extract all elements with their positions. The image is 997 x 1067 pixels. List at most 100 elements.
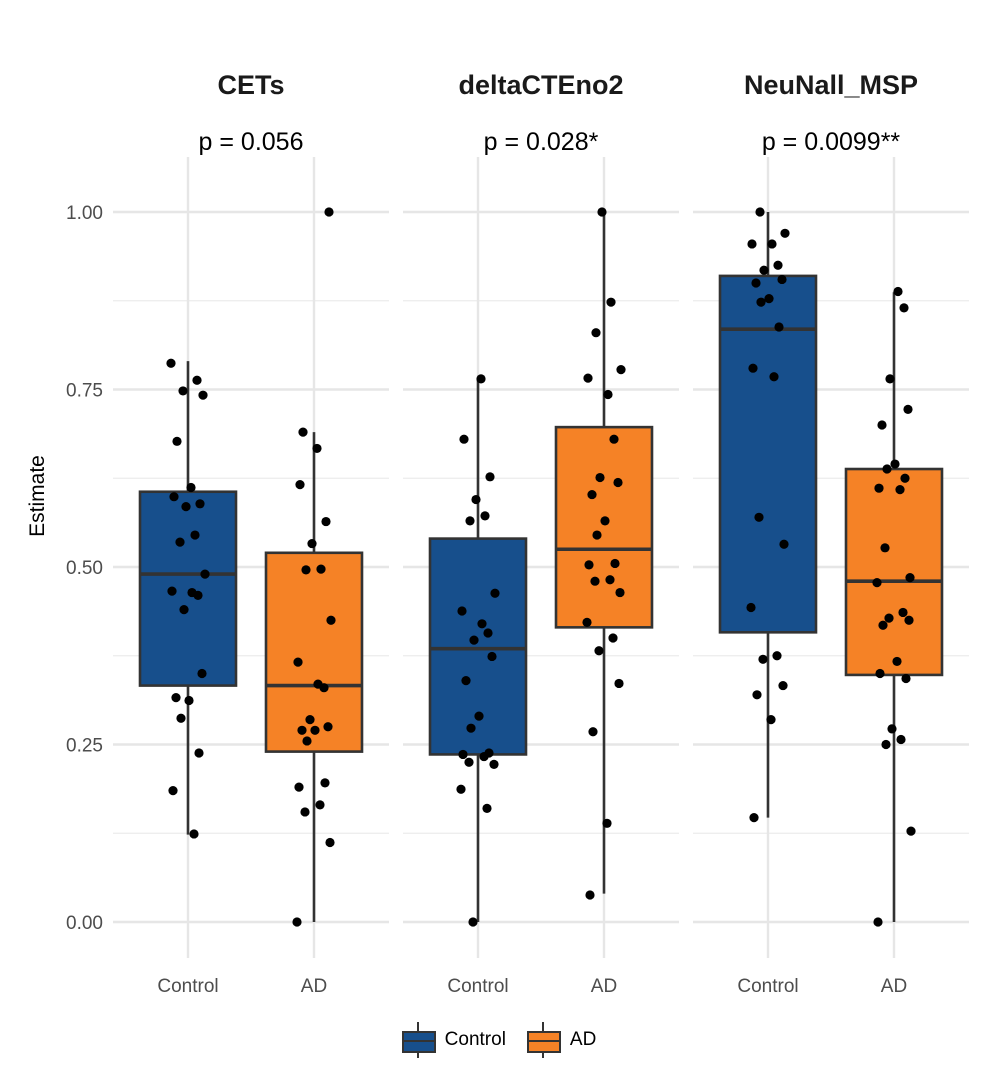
data-point xyxy=(759,265,769,275)
panel-deltacteno2: deltaCTEno2 p = 0.028* Control AD xyxy=(403,70,679,997)
data-point xyxy=(302,736,312,746)
data-point xyxy=(295,480,305,490)
data-point xyxy=(465,516,475,526)
data-point xyxy=(872,578,882,588)
data-point xyxy=(186,482,196,493)
data-point xyxy=(591,328,601,338)
legend-key-control xyxy=(401,1022,436,1058)
data-point xyxy=(882,464,892,474)
data-point xyxy=(485,472,495,482)
x-tick-label: AD xyxy=(301,976,327,997)
box xyxy=(554,425,654,629)
data-point xyxy=(168,786,178,796)
data-point xyxy=(900,473,910,483)
group-ad xyxy=(554,207,654,900)
data-point xyxy=(458,749,468,760)
data-point xyxy=(195,499,205,509)
data-point xyxy=(777,274,787,285)
data-point xyxy=(595,472,605,483)
data-point xyxy=(614,678,624,689)
box xyxy=(718,274,818,634)
data-point xyxy=(904,615,914,625)
data-point xyxy=(767,239,777,249)
legend-label-ad: AD xyxy=(569,1029,597,1050)
data-point xyxy=(489,759,499,769)
data-point xyxy=(758,654,768,664)
data-point xyxy=(459,434,469,444)
data-point xyxy=(884,613,894,623)
data-point xyxy=(194,748,204,758)
x-tick-label: AD xyxy=(881,976,907,997)
data-point xyxy=(748,363,758,373)
data-point xyxy=(172,436,182,446)
data-point xyxy=(169,492,179,502)
data-point xyxy=(476,374,486,384)
panels: CETs p = 0.056 Control AD deltaCTEno2 p = 0.0… xyxy=(113,70,969,997)
data-point xyxy=(609,434,619,444)
data-point xyxy=(875,668,885,679)
data-point xyxy=(751,278,761,288)
data-point xyxy=(167,586,177,596)
data-point xyxy=(324,207,334,217)
data-point xyxy=(321,516,331,527)
data-point xyxy=(293,657,303,667)
box xyxy=(844,467,944,677)
data-point xyxy=(179,605,189,615)
data-point xyxy=(903,404,913,414)
data-point xyxy=(471,494,481,505)
y-tick-label: 0.75 xyxy=(66,381,103,402)
panel-title: NeuNall_MSP xyxy=(744,70,918,100)
data-point xyxy=(200,569,210,579)
x-tick-label: AD xyxy=(591,976,617,997)
data-point xyxy=(874,483,884,493)
data-point xyxy=(880,543,890,553)
data-point xyxy=(901,673,911,684)
y-tick-label: 0.50 xyxy=(66,558,103,579)
data-point xyxy=(176,713,186,723)
data-point xyxy=(319,683,329,693)
data-point xyxy=(181,502,191,512)
data-point xyxy=(773,260,783,270)
data-point xyxy=(905,573,915,583)
data-point xyxy=(610,558,620,569)
data-point xyxy=(585,890,595,900)
data-point xyxy=(588,727,598,737)
data-point xyxy=(587,489,597,500)
data-point xyxy=(487,651,497,662)
data-point xyxy=(615,587,625,598)
data-point xyxy=(766,715,776,725)
x-tick-label: Control xyxy=(447,976,508,997)
data-point xyxy=(320,778,330,788)
y-tick-label: 1.00 xyxy=(66,203,103,224)
group-ad xyxy=(264,207,364,927)
data-point xyxy=(171,693,181,703)
data-point xyxy=(464,757,474,767)
data-point xyxy=(755,207,765,217)
data-point xyxy=(192,375,202,385)
data-point xyxy=(594,646,604,656)
data-point xyxy=(312,443,322,454)
data-point xyxy=(457,606,467,616)
data-point xyxy=(769,372,779,382)
data-point xyxy=(466,723,476,733)
data-point xyxy=(582,617,592,627)
panel-cets: CETs p = 0.056 Control AD xyxy=(113,70,389,997)
data-point xyxy=(583,373,593,383)
data-point xyxy=(300,807,310,817)
data-point xyxy=(613,477,623,488)
x-tick-label: Control xyxy=(737,976,798,997)
group-control xyxy=(138,358,238,839)
group-control xyxy=(428,374,528,927)
data-point xyxy=(292,917,302,927)
legend-key-ad xyxy=(526,1022,561,1058)
data-point xyxy=(294,782,304,792)
data-point xyxy=(461,676,471,686)
data-point xyxy=(590,576,600,586)
data-point xyxy=(298,427,308,437)
panel-title: deltaCTEno2 xyxy=(458,70,623,100)
data-point xyxy=(197,668,207,679)
data-point xyxy=(893,286,903,297)
y-tick-label: 0.25 xyxy=(66,736,103,757)
data-point xyxy=(764,294,774,304)
